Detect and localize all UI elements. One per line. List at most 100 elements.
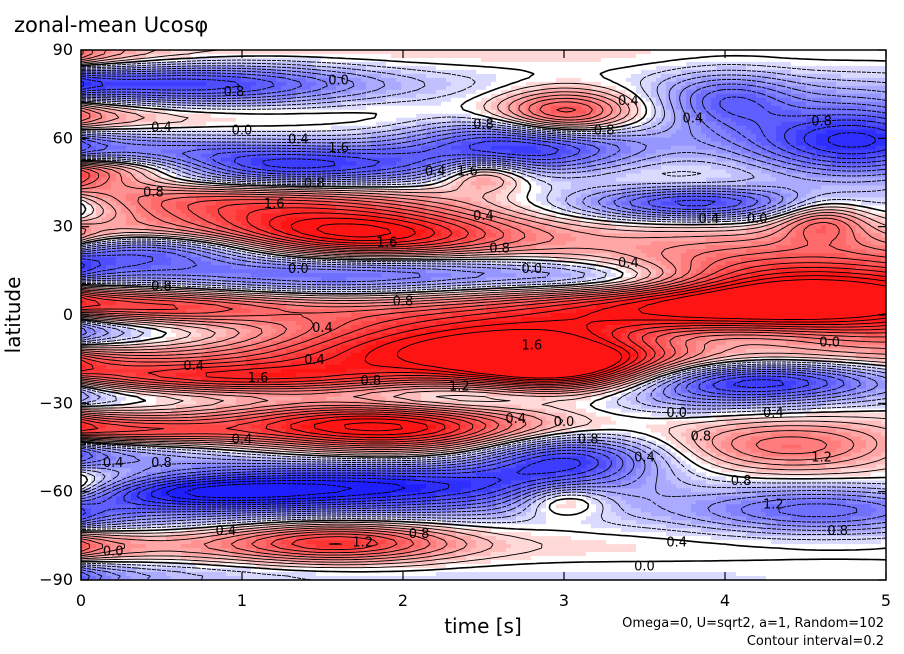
field-cell [206, 149, 212, 155]
field-cell [326, 73, 332, 79]
field-cell [666, 61, 672, 67]
field-cell [256, 105, 262, 111]
field-cell [766, 145, 772, 151]
field-cell [266, 137, 272, 143]
field-cell [806, 101, 812, 107]
field-cell [166, 149, 172, 155]
field-cell [826, 109, 832, 115]
field-cell [691, 161, 697, 167]
field-cell [636, 65, 642, 71]
field-cell [181, 137, 187, 143]
field-cell [306, 137, 312, 143]
field-cell [171, 133, 177, 139]
field-cell [516, 73, 522, 79]
field-cell [166, 157, 172, 163]
field-cell [881, 65, 886, 71]
field-cell [871, 133, 877, 139]
field-cell [171, 129, 177, 135]
field-cell [386, 141, 392, 147]
field-cell [136, 121, 142, 127]
field-cell [506, 145, 512, 151]
field-cell [441, 113, 447, 119]
field-cell [266, 153, 272, 159]
field-cell [666, 81, 672, 87]
field-cell [776, 125, 782, 131]
field-cell [356, 101, 362, 107]
field-cell [141, 149, 147, 155]
field-cell [291, 57, 297, 63]
field-cell [291, 121, 297, 127]
field-cell [186, 117, 192, 123]
field-cell [456, 61, 462, 67]
field-cell [781, 61, 787, 67]
field-cell [551, 141, 557, 147]
field-cell [261, 129, 267, 135]
field-cell [591, 129, 597, 135]
field-cell [426, 113, 432, 119]
field-cell [816, 133, 822, 139]
field-cell [536, 81, 542, 87]
field-cell [211, 121, 217, 127]
field-cell [376, 61, 382, 67]
field-cell [281, 105, 287, 111]
field-cell [761, 97, 767, 103]
field-cell [241, 165, 247, 171]
field-cell [596, 121, 602, 127]
field-cell [806, 121, 812, 127]
field-cell [761, 81, 767, 87]
field-cell [521, 57, 527, 63]
field-cell [636, 153, 642, 159]
field-cell [81, 121, 87, 127]
field-cell [401, 149, 407, 155]
field-cell [156, 77, 162, 83]
field-cell [471, 137, 477, 143]
field-cell [311, 77, 317, 83]
field-cell [691, 145, 697, 151]
field-cell [136, 133, 142, 139]
field-cell [756, 97, 762, 103]
field-cell [101, 50, 107, 55]
field-cell [106, 81, 112, 87]
field-cell [631, 77, 637, 83]
field-cell [731, 133, 737, 139]
field-cell [671, 165, 677, 171]
field-cell [221, 165, 227, 171]
field-cell [791, 121, 797, 127]
field-cell [821, 129, 827, 135]
field-cell [396, 77, 402, 83]
field-cell [91, 129, 97, 135]
field-cell [561, 69, 567, 75]
field-cell [736, 165, 742, 171]
field-cell [801, 77, 807, 83]
field-cell [331, 109, 337, 115]
field-cell [111, 157, 117, 163]
field-cell [466, 93, 472, 99]
field-cell [696, 57, 702, 63]
field-cell [491, 149, 497, 155]
field-cell [741, 157, 747, 163]
field-cell [611, 65, 617, 71]
field-cell [716, 69, 722, 75]
field-cell [811, 129, 817, 135]
field-cell [316, 117, 322, 123]
field-cell [476, 69, 482, 75]
field-cell [761, 73, 767, 79]
field-cell [646, 153, 652, 159]
field-cell [861, 129, 867, 135]
field-cell [726, 141, 732, 147]
field-cell [181, 161, 187, 167]
field-cell [511, 65, 517, 71]
field-cell [156, 81, 162, 87]
field-cell [401, 50, 407, 55]
field-cell [716, 165, 722, 171]
field-cell [611, 85, 617, 91]
field-cell [661, 85, 667, 91]
field-cell [741, 57, 747, 63]
field-cell [681, 50, 687, 55]
field-cell [371, 73, 377, 79]
field-cell [86, 50, 92, 55]
field-cell [586, 113, 592, 119]
field-cell [696, 65, 702, 71]
field-cell [561, 113, 567, 119]
field-cell [811, 157, 817, 163]
